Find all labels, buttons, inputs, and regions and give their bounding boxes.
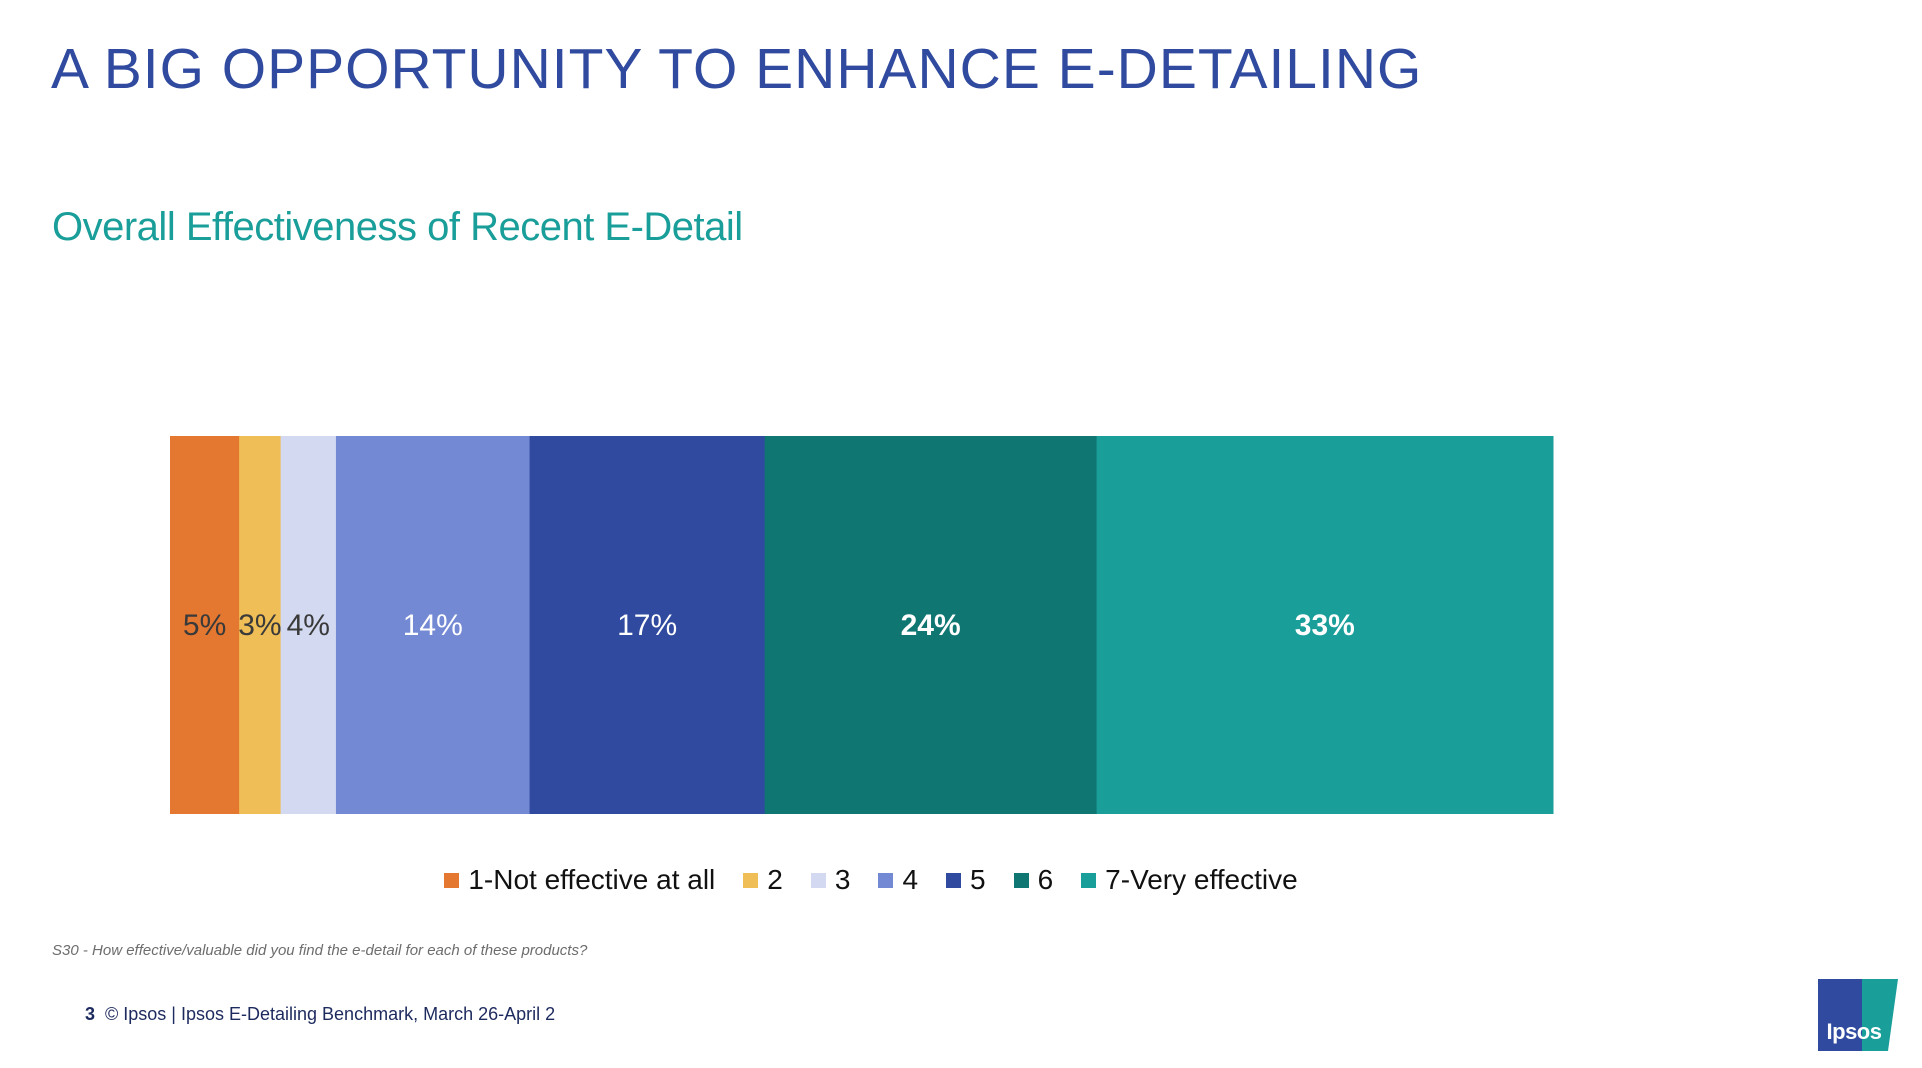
bar-segment-4 [335, 436, 531, 814]
bar-label-6: 24% [901, 609, 961, 642]
legend-item-7: 7-Very effective [1081, 864, 1298, 896]
ipsos-logo-graphic [1818, 979, 1898, 1051]
chart-title: Overall Effectiveness of Recent E-Detail [52, 205, 743, 249]
legend-swatch-2 [743, 872, 759, 888]
legend-label-5: 5 [970, 864, 986, 895]
page-number: 3 [85, 1004, 96, 1024]
legend-item-3: 3 [810, 864, 851, 896]
bar-label-5: 17% [617, 609, 677, 642]
logo-text: Ipsos [1826, 1019, 1882, 1044]
bar-label-7: 33% [1295, 609, 1355, 642]
legend-swatch-1 [444, 872, 460, 888]
legend-label-3: 3 [834, 864, 851, 895]
bar-label-1: 5% [183, 609, 226, 642]
slide-title: A BIG OPPORTUNITY TO ENHANCE E-DETAILING [51, 37, 1423, 101]
legend-label-4: 4 [902, 864, 919, 895]
footer-text: © Ipsos | Ipsos E-Detailing Benchmark, M… [105, 1004, 556, 1024]
legend-swatch-6 [1013, 872, 1029, 888]
bar-label-2: 3% [238, 609, 281, 642]
legend-label-7: 7-Very effective [1105, 864, 1298, 895]
legend-label-1: 1-Not effective at all [468, 864, 716, 895]
legend-label-2: 2 [767, 864, 783, 895]
bar-group: 5% 3% 4% 14% 17% 24% 33% [170, 436, 1554, 814]
bar-segment-2 [239, 436, 282, 814]
legend-swatch-3 [810, 872, 826, 888]
legend-label-6: 6 [1037, 864, 1054, 895]
footer: 3 © Ipsos | Ipsos E-Detailing Benchmark, … [85, 1004, 555, 1025]
legend-item-2: 2 [743, 864, 783, 896]
bar-label-3: 4% [287, 609, 330, 642]
bar-segment-3 [280, 436, 337, 814]
legend-item-4: 4 [878, 864, 918, 896]
ipsos-logo: Ipsos [1818, 979, 1898, 1051]
bar-label-4: 14% [403, 609, 463, 642]
legend-item-1: 1-Not effective at all [444, 864, 715, 896]
legend-swatch-5 [946, 872, 962, 888]
bar-segment-7 [1096, 436, 1554, 814]
bar-segment-5 [529, 436, 766, 814]
legend-swatch-7 [1081, 872, 1097, 888]
chart-legend: 1-Not effective at all 2 3 4 5 6 7-Very effect… [0, 862, 1832, 898]
bar-segment-6 [764, 436, 1098, 814]
bar-segment-1 [170, 436, 240, 814]
legend-item-5: 5 [946, 864, 986, 896]
legend-swatch-4 [878, 872, 894, 888]
legend-item-6: 6 [1013, 864, 1054, 896]
question-note: S30 - How effective/valuable did you fin… [52, 942, 588, 959]
